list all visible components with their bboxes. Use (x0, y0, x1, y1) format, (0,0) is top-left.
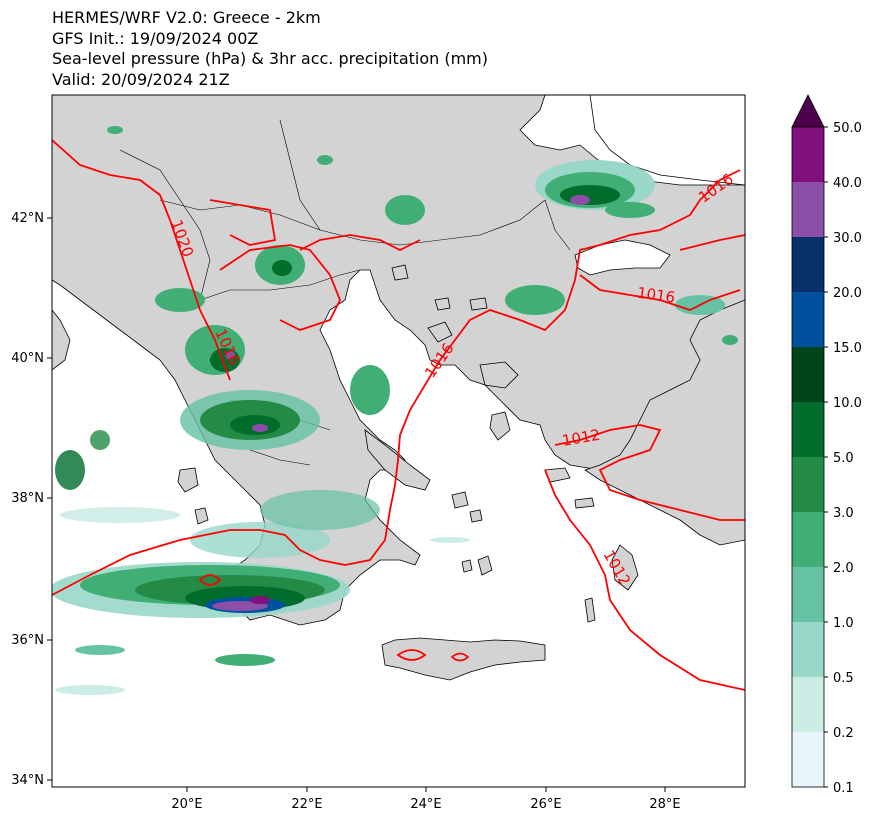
colorbar-level-label: 20.0 (833, 286, 862, 301)
colorbar-segment (792, 457, 824, 512)
title-line-variables: Sea-level pressure (hPa) & 3hr acc. prec… (52, 49, 489, 68)
colorbar-level-label: 3.0 (833, 506, 854, 521)
lon-axis: 20°E 22°E 24°E 26°E 28°E (171, 787, 681, 812)
sea-black-sea (589, 95, 745, 186)
land-tinos (469, 509, 483, 523)
colorbar-segment (792, 127, 824, 182)
land-naxos (477, 555, 493, 576)
precipitation-colorbar: 0.1 0.2 0.5 1.0 2.0 3.0 5.0 10.0 15.0 20.0 30.0 40.… (791, 94, 862, 796)
colorbar-segment (792, 677, 824, 732)
colorbar-level-label: 40.0 (833, 176, 862, 191)
isobar-label-1016-east: 1016 (636, 284, 676, 307)
lat-tick-36n: 36°N (11, 633, 44, 648)
lat-tick-38n: 38°N (11, 491, 44, 506)
colorbar-level-label: 15.0 (833, 341, 862, 356)
title-line-valid: Valid: 20/09/2024 21Z (52, 69, 230, 89)
colorbar-segment (792, 512, 824, 567)
land-paros (461, 559, 473, 573)
colorbar-level-label: 5.0 (833, 451, 854, 466)
lon-tick-24e: 24°E (410, 797, 441, 812)
colorbar-level-label: 2.0 (833, 561, 854, 576)
land-chios (489, 411, 511, 441)
colorbar-segment (792, 732, 824, 787)
colorbar-segment (792, 182, 824, 237)
colorbar-segment (792, 292, 824, 347)
colorbar-segment (792, 347, 824, 402)
land-thasos (391, 264, 409, 281)
lat-tick-34n: 34°N (11, 773, 44, 788)
title-line-model: HERMES/WRF V2.0: Greece - 2km (52, 8, 321, 27)
lat-tick-42n: 42°N (11, 211, 44, 226)
lon-tick-28e: 28°E (649, 797, 680, 812)
colorbar-level-label: 1.0 (833, 616, 854, 631)
map-title-block: HERMES/WRF V2.0: Greece - 2km GFS Init.:… (52, 8, 488, 90)
colorbar-segment (792, 402, 824, 457)
colorbar-level-label: 50.0 (833, 121, 862, 136)
lon-tick-26e: 26°E (530, 797, 561, 812)
land-rhodes (611, 544, 639, 591)
land-kefalonia (177, 467, 199, 493)
land-samothraki (434, 297, 451, 311)
land-italy-heel (52, 309, 71, 371)
land-anatolia (584, 299, 745, 546)
colorbar-level-label: 0.5 (833, 671, 854, 686)
map-layers: 1020 1016 1016 1016 1012 1012 1016 (52, 95, 745, 695)
land-limnos (427, 321, 453, 343)
land-andros (451, 491, 469, 509)
colorbar-level-label: 0.1 (833, 781, 854, 796)
land-lesvos (479, 361, 519, 389)
lon-tick-22e: 22°E (291, 797, 322, 812)
land-zakynthos (194, 507, 209, 525)
land-gokceada (469, 297, 488, 311)
sea-marmara (574, 239, 671, 276)
title-line-init: GFS Init.: 19/09/2024 00Z (52, 28, 259, 48)
colorbar-segment (792, 622, 824, 677)
colorbar-level-label: 0.2 (833, 726, 854, 741)
colorbar-level-label: 10.0 (833, 396, 862, 411)
land-kos (574, 497, 595, 509)
lon-tick-20e: 20°E (171, 797, 202, 812)
precipitation-layer (52, 126, 738, 695)
colorbar-segment (792, 237, 824, 292)
isobar-layer (52, 139, 745, 691)
lat-axis: 42°N 40°N 38°N 36°N 34°N (11, 211, 52, 788)
land-karpathos (584, 597, 596, 623)
land-layer (52, 95, 745, 681)
map-frame (51, 94, 746, 788)
colorbar-extend-arrow (791, 94, 825, 128)
lat-tick-40n: 40°N (11, 351, 44, 366)
colorbar-level-label: 30.0 (833, 231, 862, 246)
colorbar-segment (792, 567, 824, 622)
